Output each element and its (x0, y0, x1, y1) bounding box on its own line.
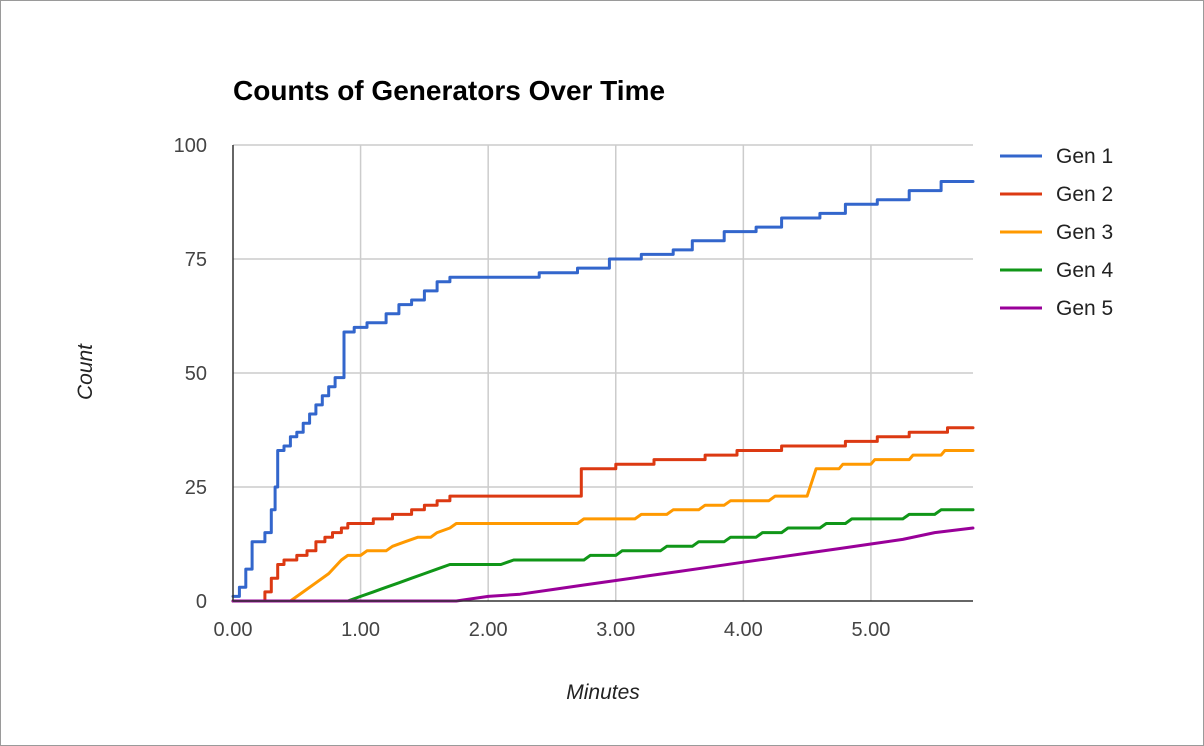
legend-label: Gen 5 (1056, 297, 1113, 320)
x-tick-label: 2.00 (469, 619, 508, 641)
x-tick-label: 5.00 (851, 619, 890, 641)
x-tick-label: 0.00 (214, 619, 253, 641)
series-line-gen-3 (231, 449, 975, 603)
legend-label: Gen 3 (1056, 221, 1113, 244)
y-tick-label: 75 (185, 249, 207, 271)
y-tick-label: 50 (185, 363, 207, 385)
legend-label: Gen 2 (1056, 183, 1113, 206)
legend: Gen 1 Gen 2 Gen 3 Gen 4 Gen 5 (1000, 145, 1114, 320)
axes (232, 145, 973, 602)
x-tick-label: 3.00 (596, 619, 635, 641)
x-tick-label: 4.00 (724, 619, 763, 641)
y-tick-label: 0 (196, 591, 207, 613)
series-lines (231, 180, 975, 603)
y-tick-label: 100 (174, 135, 207, 157)
series-line-gen-5 (231, 526, 975, 603)
y-tick-label: 25 (185, 477, 207, 499)
series-line-gen-2 (231, 426, 975, 603)
y-axis-label: Count (74, 343, 97, 400)
series-line-gen-1 (231, 180, 975, 598)
series-line-gen-4 (231, 508, 975, 603)
x-tick-label: 1.00 (341, 619, 380, 641)
legend-label: Gen 4 (1056, 259, 1114, 282)
tick-labels: 0 25 50 75 100 0.00 1.00 2.00 3.00 4.00 5.00 (174, 135, 891, 641)
chart-title: Counts of Generators Over Time (233, 75, 665, 106)
legend-label: Gen 1 (1056, 145, 1113, 168)
x-axis-label: Minutes (566, 681, 640, 704)
